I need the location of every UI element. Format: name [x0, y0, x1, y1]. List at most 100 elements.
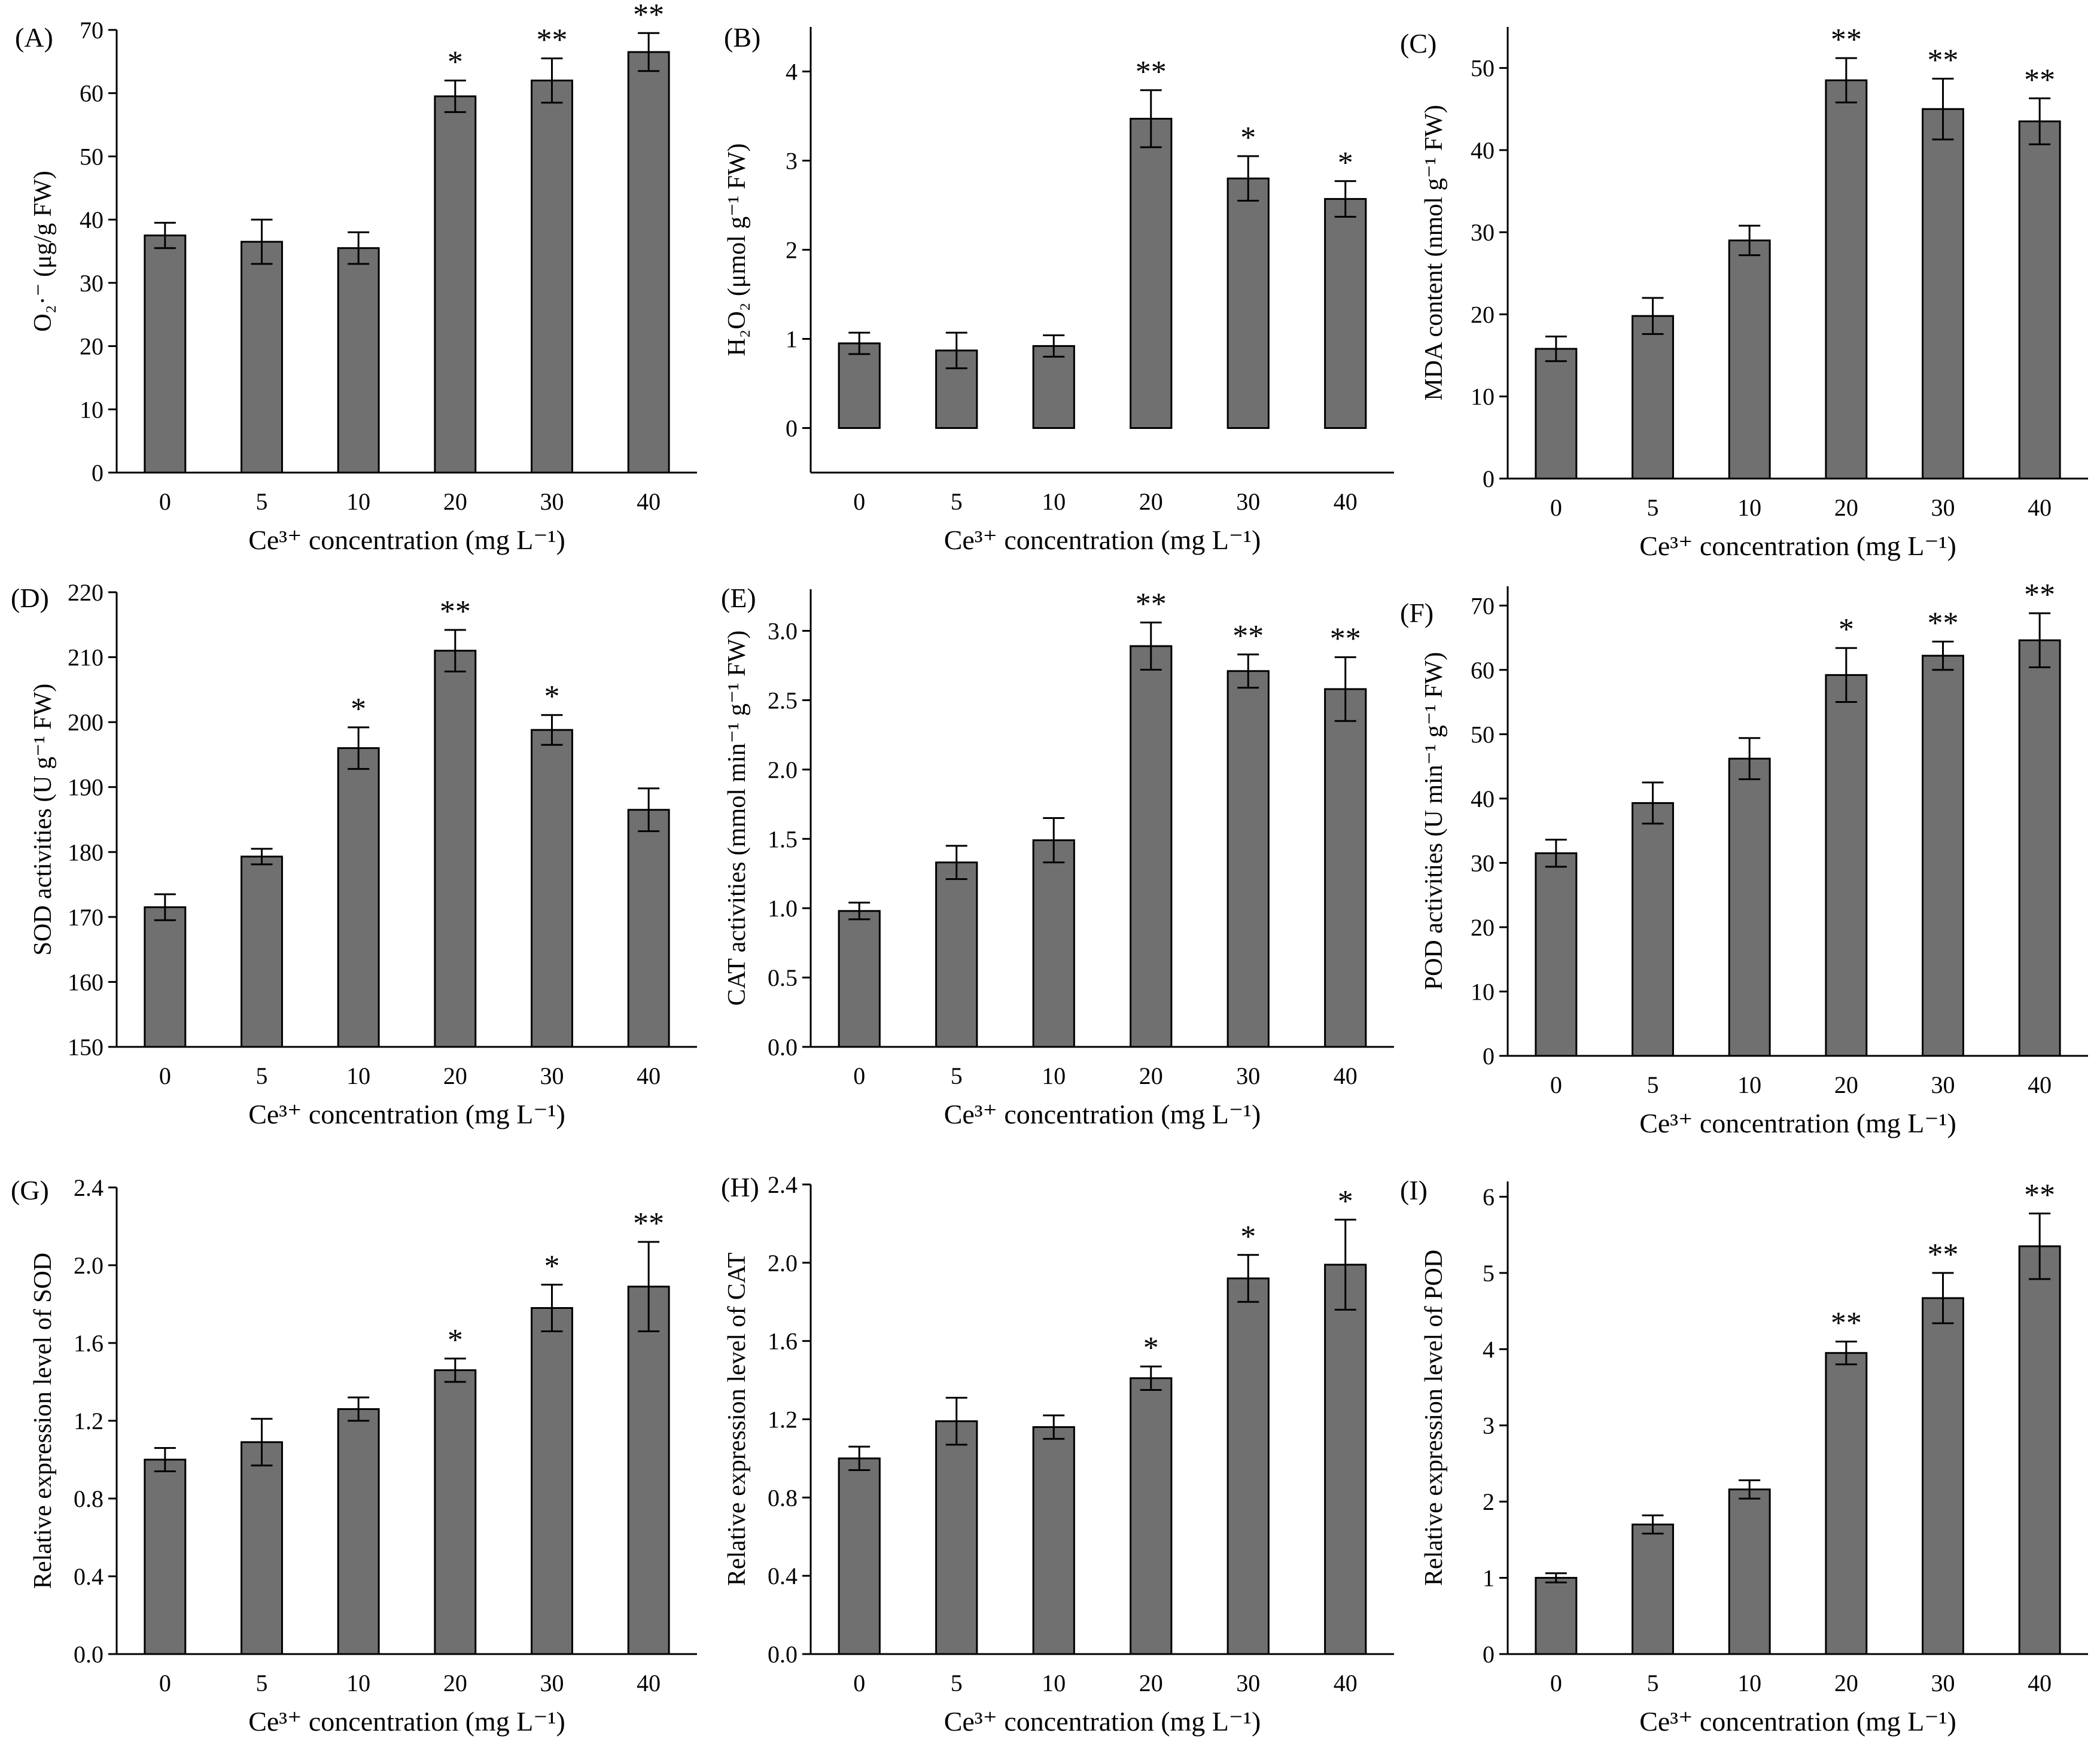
significance-mark: **	[2024, 578, 2055, 612]
bar	[1632, 802, 1674, 1057]
bar	[1032, 839, 1075, 1048]
bar	[1922, 654, 1964, 1057]
y-tick-label: 180	[68, 839, 104, 866]
y-tick-label: 30	[80, 270, 104, 297]
bar	[2018, 120, 2061, 480]
y-tick-label: 0	[1483, 465, 1495, 492]
bar	[1032, 1426, 1075, 1655]
y-tick-label: 2.4	[768, 1171, 798, 1198]
y-tick-label: 3	[1483, 1412, 1495, 1439]
bar	[1226, 177, 1270, 429]
x-tick-label: 5	[1647, 1071, 1659, 1098]
x-tick-label: 20	[1834, 1670, 1858, 1697]
y-tick-label: 50	[1471, 55, 1495, 82]
x-tick-label: 5	[256, 488, 268, 515]
x-tick-label: 5	[1647, 1670, 1659, 1697]
bar	[935, 1420, 978, 1655]
x-tick-label: 30	[540, 1670, 564, 1697]
y-tick-label: 4	[786, 59, 798, 86]
x-tick-label: 5	[256, 1670, 268, 1697]
y-tick-label: 70	[80, 17, 104, 44]
y-axis-label: SOD activities (U g⁻¹ FW)	[29, 684, 57, 956]
bar	[1728, 1488, 1771, 1655]
y-tick-label: 210	[68, 644, 104, 671]
y-tick-label: 2.4	[74, 1174, 104, 1201]
significance-mark: **	[537, 23, 568, 57]
panel-label: (E)	[721, 583, 756, 613]
x-tick-label: 10	[346, 488, 370, 515]
y-tick-label: 5	[1483, 1260, 1495, 1287]
y-tick-label: 60	[80, 80, 104, 107]
x-tick-label: 0	[1550, 1670, 1562, 1697]
chart-panel-e: 0.0 0.5 1.0 1.5 2.0 2.5 3.0 0 5 10 ** 20 ** 30 ** 40 Ce³…	[721, 583, 1394, 1129]
bar	[838, 1457, 881, 1655]
bar	[1728, 757, 1771, 1057]
x-tick-label: 5	[951, 488, 963, 515]
significance-mark: *	[544, 1250, 560, 1284]
x-tick-label: 20	[1834, 494, 1858, 521]
significance-mark: *	[1839, 613, 1854, 647]
x-tick-label: 10	[1737, 1670, 1761, 1697]
y-tick-label: 0.8	[74, 1485, 104, 1512]
bar	[1922, 108, 1964, 480]
significance-mark: *	[544, 680, 560, 714]
x-tick-label: 10	[1737, 494, 1761, 521]
bar	[838, 910, 881, 1048]
y-tick-label: 0	[786, 415, 798, 442]
bar	[1632, 1523, 1674, 1655]
bar	[531, 729, 573, 1048]
panel-label: (C)	[1400, 28, 1436, 59]
y-tick-label: 20	[1471, 914, 1495, 941]
y-axis-label: H₂O₂ (μmol g⁻¹ FW)	[723, 143, 751, 356]
bar	[1632, 315, 1674, 480]
chart-panel-i: 0 1 2 3 4 5 6 0 5 10 ** 20 ** 30 ** 40 Ce³⁺ concentratio…	[1400, 1175, 2088, 1737]
bar	[1728, 239, 1771, 480]
bar	[241, 1441, 283, 1655]
y-tick-label: 3	[786, 148, 798, 175]
x-tick-label: 0	[159, 1670, 171, 1697]
bar	[531, 1307, 573, 1655]
y-axis-label: MDA content (nmol g⁻¹ FW)	[1420, 105, 1448, 400]
x-tick-label: 40	[1334, 488, 1358, 515]
panel-label: (H)	[721, 1172, 759, 1202]
x-tick-label: 20	[443, 1670, 467, 1697]
significance-mark: **	[1928, 606, 1959, 640]
x-tick-label: 0	[853, 1062, 865, 1089]
x-tick-label: 0	[1550, 494, 1562, 521]
x-tick-label: 30	[1236, 488, 1260, 515]
significance-mark: **	[633, 1207, 664, 1241]
panel-label: (D)	[11, 583, 49, 613]
y-tick-label: 0.0	[74, 1641, 104, 1668]
y-axis-label: CAT activities (mmol min⁻¹ g⁻¹ FW)	[723, 631, 751, 1006]
x-tick-label: 30	[1931, 494, 1955, 521]
bar	[1324, 688, 1367, 1048]
significance-mark: **	[1928, 43, 1959, 77]
x-tick-label: 5	[1647, 494, 1659, 521]
y-tick-label: 170	[68, 904, 104, 931]
bar	[1324, 198, 1367, 429]
x-tick-label: 0	[1550, 1071, 1562, 1098]
x-tick-label: 0	[159, 1062, 171, 1089]
x-tick-label: 20	[1139, 1062, 1163, 1089]
x-tick-label: 10	[346, 1670, 370, 1697]
bar	[531, 80, 573, 474]
x-axis-label: Ce³⁺ concentration (mg L⁻¹)	[1639, 1108, 1956, 1138]
significance-mark: **	[1136, 55, 1167, 89]
significance-mark: *	[1338, 1184, 1353, 1219]
significance-mark: **	[1928, 1238, 1959, 1272]
bar	[1226, 670, 1270, 1048]
y-tick-label: 1.6	[768, 1328, 798, 1355]
significance-mark: **	[633, 0, 664, 32]
bar	[627, 1286, 670, 1655]
x-tick-label: 30	[1236, 1670, 1260, 1697]
y-tick-label: 0.0	[768, 1641, 798, 1668]
x-tick-label: 5	[951, 1670, 963, 1697]
significance-mark: **	[440, 595, 471, 629]
y-tick-label: 1.6	[74, 1330, 104, 1357]
y-tick-label: 6	[1483, 1183, 1495, 1210]
y-tick-label: 0	[1483, 1043, 1495, 1070]
y-tick-label: 0.4	[768, 1563, 798, 1589]
significance-mark: **	[1330, 622, 1361, 656]
